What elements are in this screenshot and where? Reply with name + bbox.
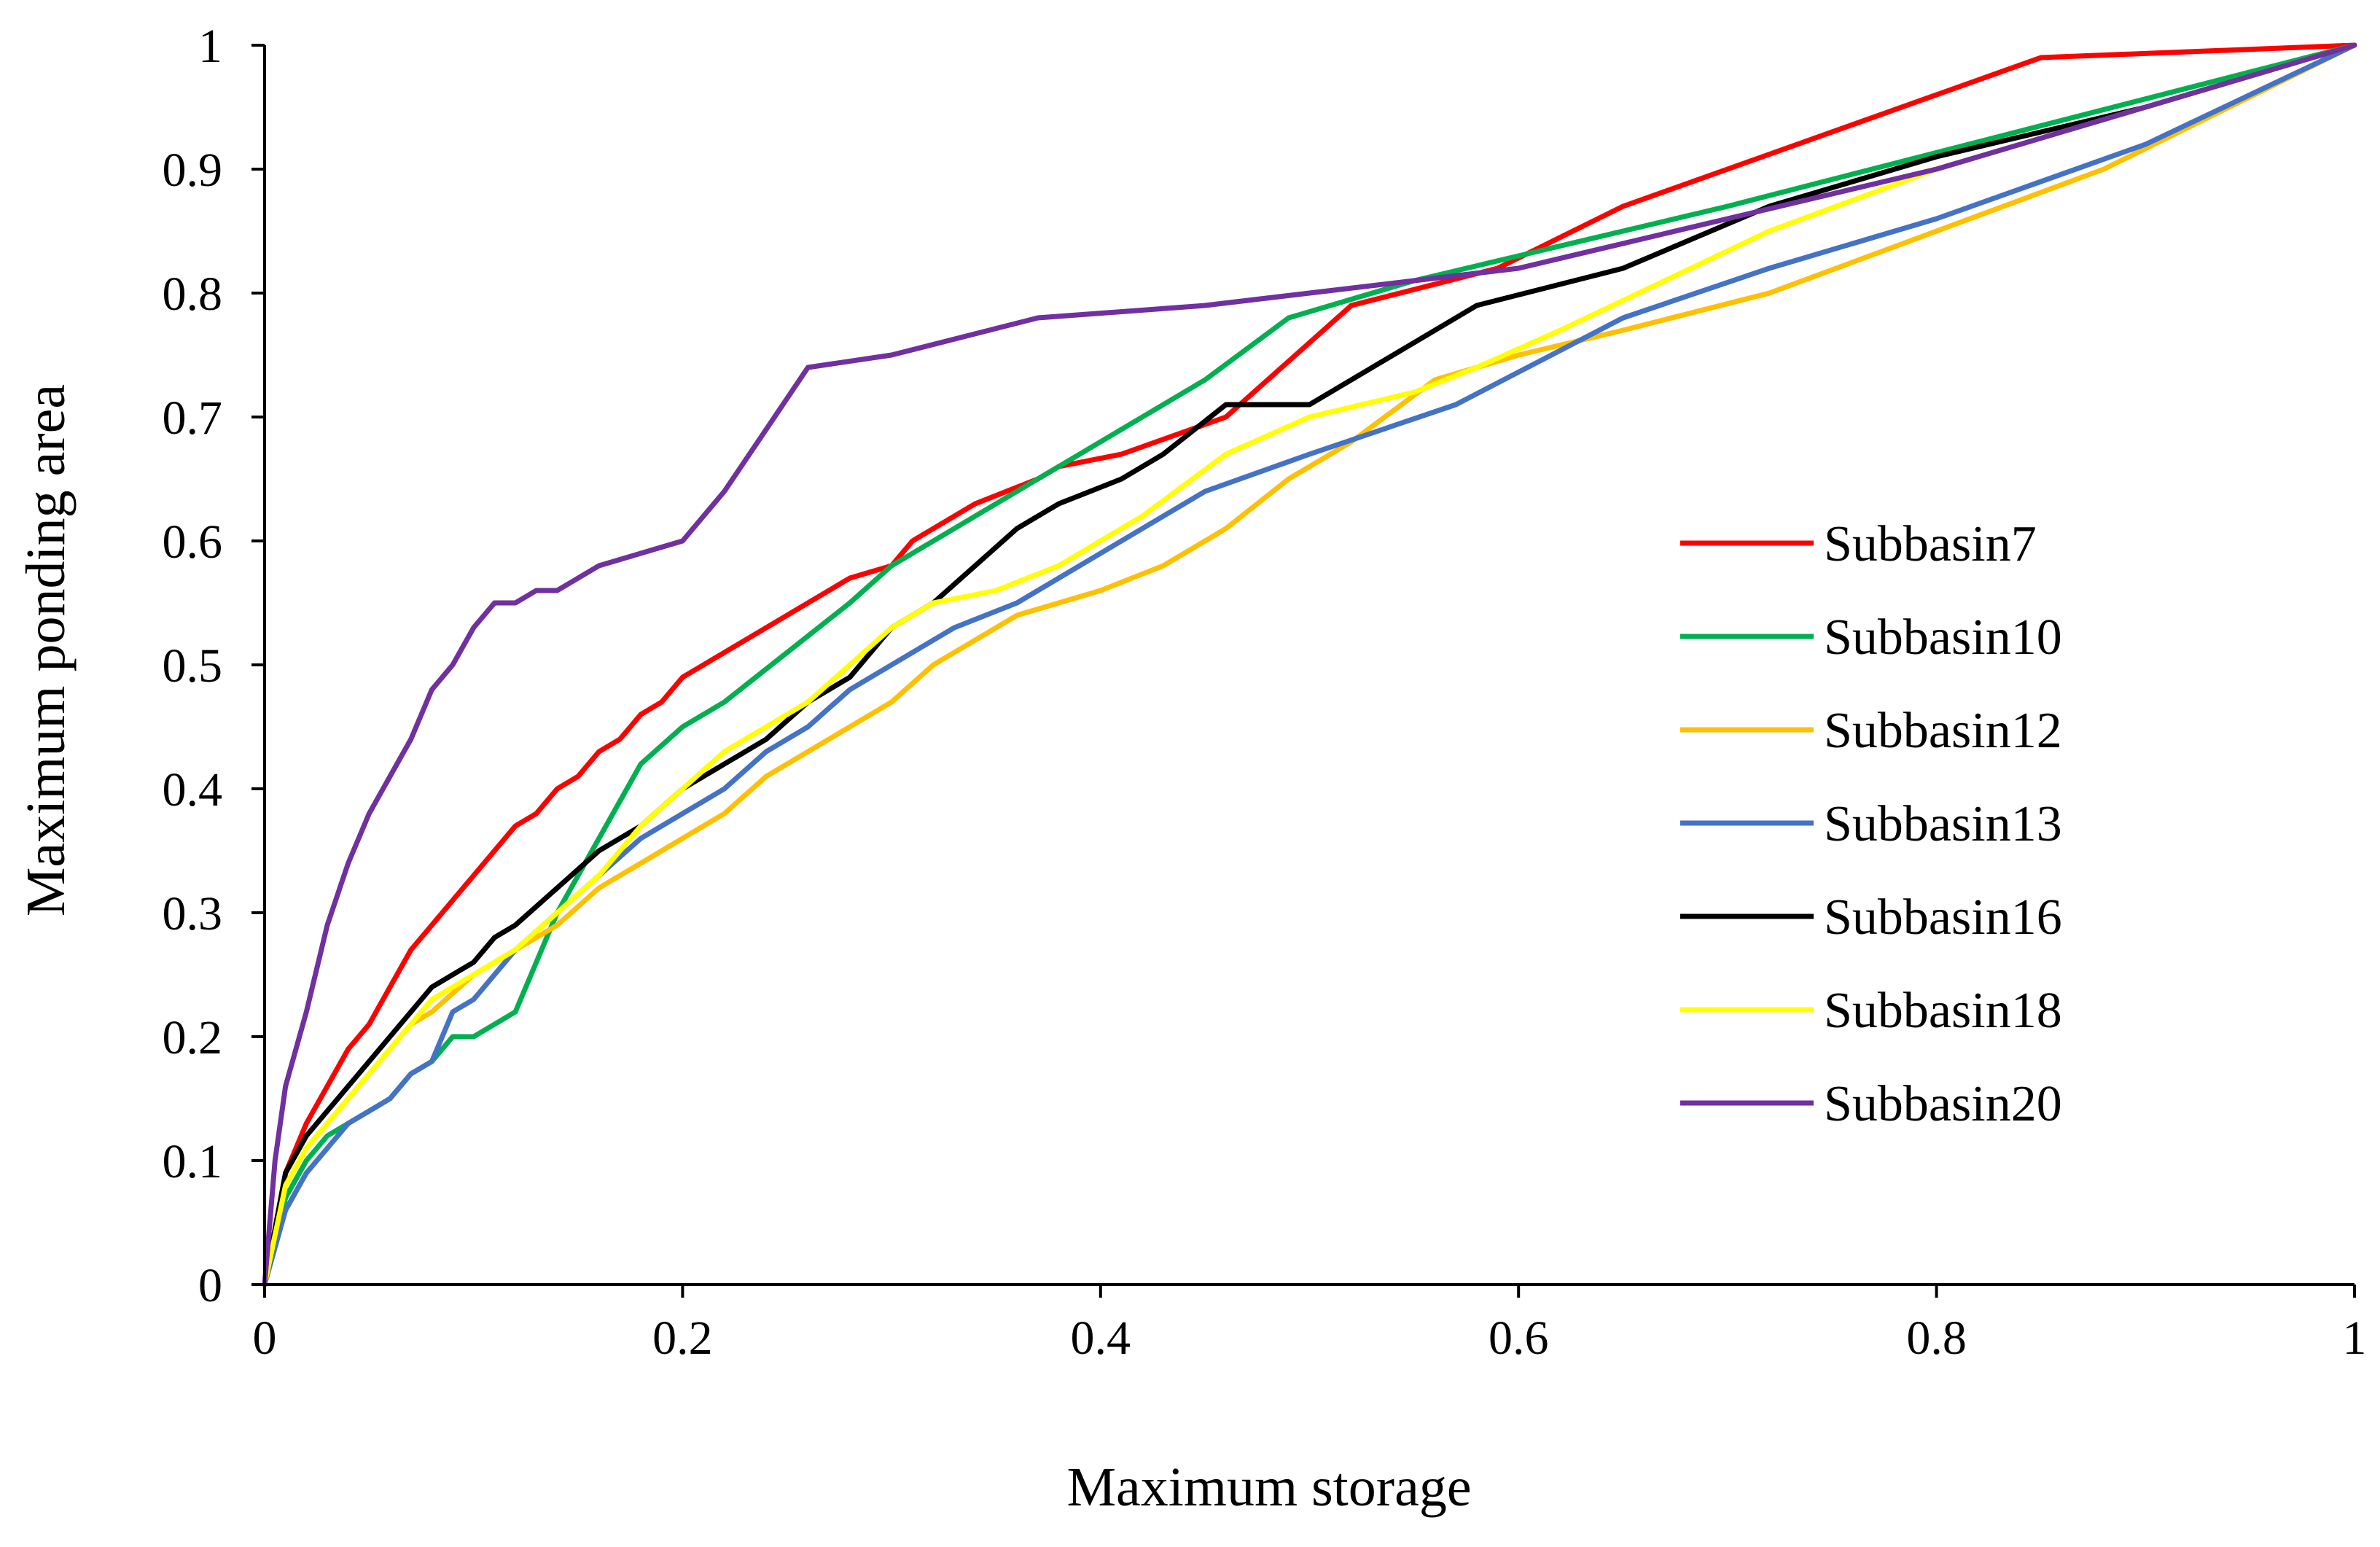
x-tick-label: 0.6 [1489,1312,1549,1365]
legend-label: Subbasin20 [1824,1076,2062,1132]
legend-item-subbasin18: Subbasin18 [1680,983,2062,1039]
legend-item-subbasin12: Subbasin12 [1680,703,2062,759]
y-tick-label: 1 [198,20,222,73]
x-tick-label: 0 [253,1312,277,1365]
series-line-subbasin20 [262,42,2357,1287]
y-tick-label: 0.1 [163,1135,223,1188]
y-tick-label: 0.9 [163,144,223,197]
legend-item-subbasin13: Subbasin13 [1680,796,2062,852]
series-layer [262,42,2357,1287]
y-tick-label: 0.5 [163,639,223,693]
y-tick-label: 0.2 [163,1011,223,1064]
y-tick-label: 0 [198,1259,222,1312]
x-tick-label: 1 [2343,1312,2367,1365]
y-tick-label: 0.4 [163,763,223,817]
legend-item-subbasin16: Subbasin16 [1680,889,2062,946]
legend: Subbasin7 Subbasin10 Subbasin12 Subbasin13 S… [1680,516,2062,1132]
legend-label: Subbasin7 [1824,516,2037,572]
legend-label: Subbasin16 [1824,889,2062,946]
series-line-subbasin7 [262,42,2357,1287]
series-line-subbasin16 [262,42,2357,1287]
y-tick-label: 0.3 [163,887,223,940]
legend-item-subbasin20: Subbasin20 [1680,1076,2062,1132]
series-line-subbasin13 [262,42,2357,1287]
x-tick-label: 0.4 [1071,1312,1131,1365]
series-line-subbasin18 [262,42,2357,1287]
x-axis-title: Maximum storage [1066,1457,1471,1518]
legend-label: Subbasin18 [1824,983,2062,1039]
y-tick-label: 0.8 [163,268,223,321]
y-tick-label: 0.6 [163,515,223,569]
x-tick-label: 0.2 [652,1312,713,1365]
legend-label: Subbasin10 [1824,609,2062,666]
legend-label: Subbasin13 [1824,796,2062,852]
legend-item-subbasin7: Subbasin7 [1680,516,2037,572]
legend-label: Subbasin12 [1824,703,2062,759]
y-tick-label: 0.7 [163,391,223,445]
axes-layer: 0 0.2 0.4 0.6 0.8 1 0 0.1 0.2 0.3 0.4 0.5 0.6 0.7 0.8 0… [163,20,2367,1365]
x-tick-label: 0.8 [1906,1312,1967,1365]
legend-item-subbasin10: Subbasin10 [1680,609,2062,666]
y-axis-title: Maximum ponding area [15,384,77,916]
